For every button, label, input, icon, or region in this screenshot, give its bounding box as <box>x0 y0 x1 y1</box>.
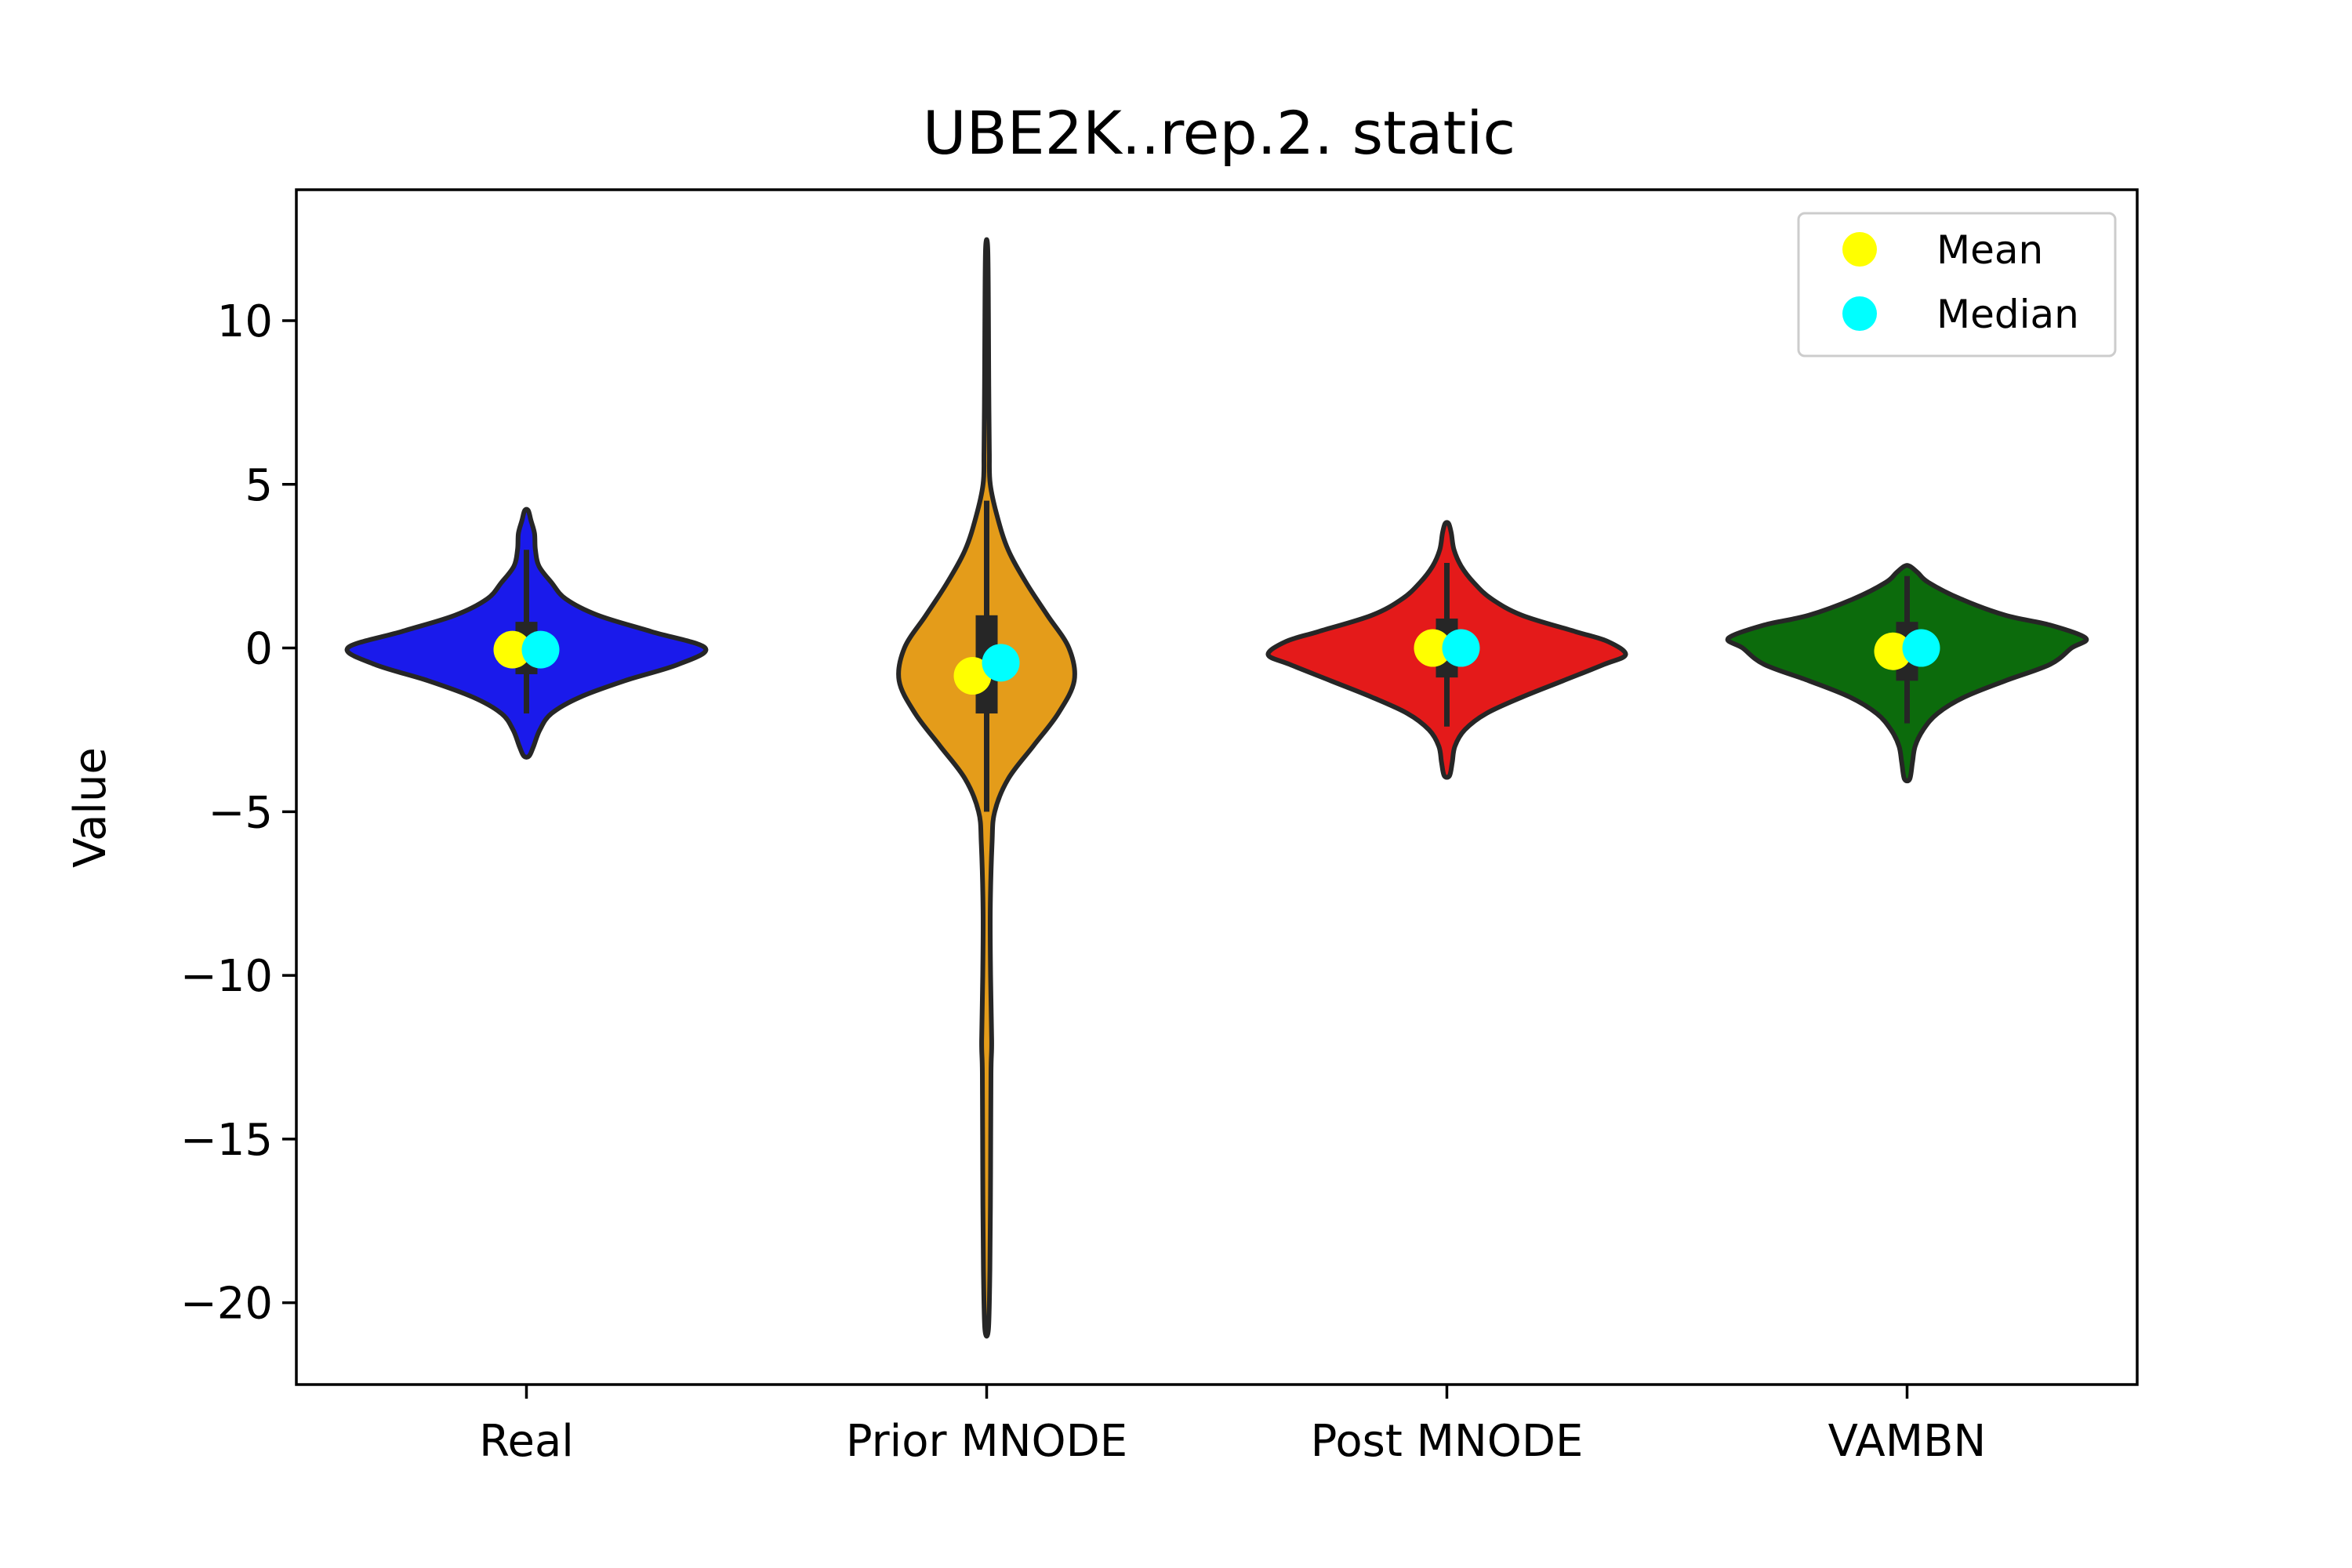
y-tick-label: 5 <box>245 460 273 511</box>
y-axis: 10 5 0 −5 −10 −15 −20 <box>180 296 296 1330</box>
violin-group <box>896 237 1077 1339</box>
legend-label: Mean <box>1936 227 2043 273</box>
median-marker <box>521 630 560 669</box>
violin-group <box>1725 563 2089 784</box>
y-tick-label: −15 <box>180 1115 273 1166</box>
mean-marker <box>953 657 992 695</box>
median-marker <box>1442 629 1480 667</box>
mean-marker <box>1874 632 1912 670</box>
mean-marker <box>1414 629 1452 667</box>
legend-marker <box>1842 232 1877 267</box>
y-tick-label: −20 <box>180 1279 273 1330</box>
x-tick-label: VAMBN <box>1828 1416 1987 1467</box>
legend: Mean Median <box>1797 212 2117 358</box>
y-axis-label: Value <box>65 747 116 868</box>
x-tick-label: Real <box>479 1416 574 1467</box>
y-tick-label: −5 <box>208 787 273 838</box>
median-marker <box>982 644 1020 682</box>
y-tick-label: −10 <box>180 951 273 1002</box>
y-tick-label: 0 <box>245 624 273 675</box>
legend-label: Median <box>1936 292 2079 337</box>
x-tick-label: Prior MNODE <box>846 1416 1127 1467</box>
legend-box <box>1797 212 2117 358</box>
x-axis: Real Prior MNODE Post MNODE VAMBN <box>479 1385 1986 1467</box>
x-tick-label: Post MNODE <box>1311 1416 1584 1467</box>
y-tick-label: 10 <box>217 296 273 347</box>
violin-group <box>344 506 709 760</box>
violins-layer <box>344 237 2089 1339</box>
mean-marker <box>493 630 532 669</box>
chart-title: UBE2K..rep.2. static <box>923 98 1515 168</box>
plot-frame <box>295 188 2139 1386</box>
violin-group <box>1265 520 1628 780</box>
legend-marker <box>1842 296 1877 331</box>
median-marker <box>1902 629 1940 667</box>
